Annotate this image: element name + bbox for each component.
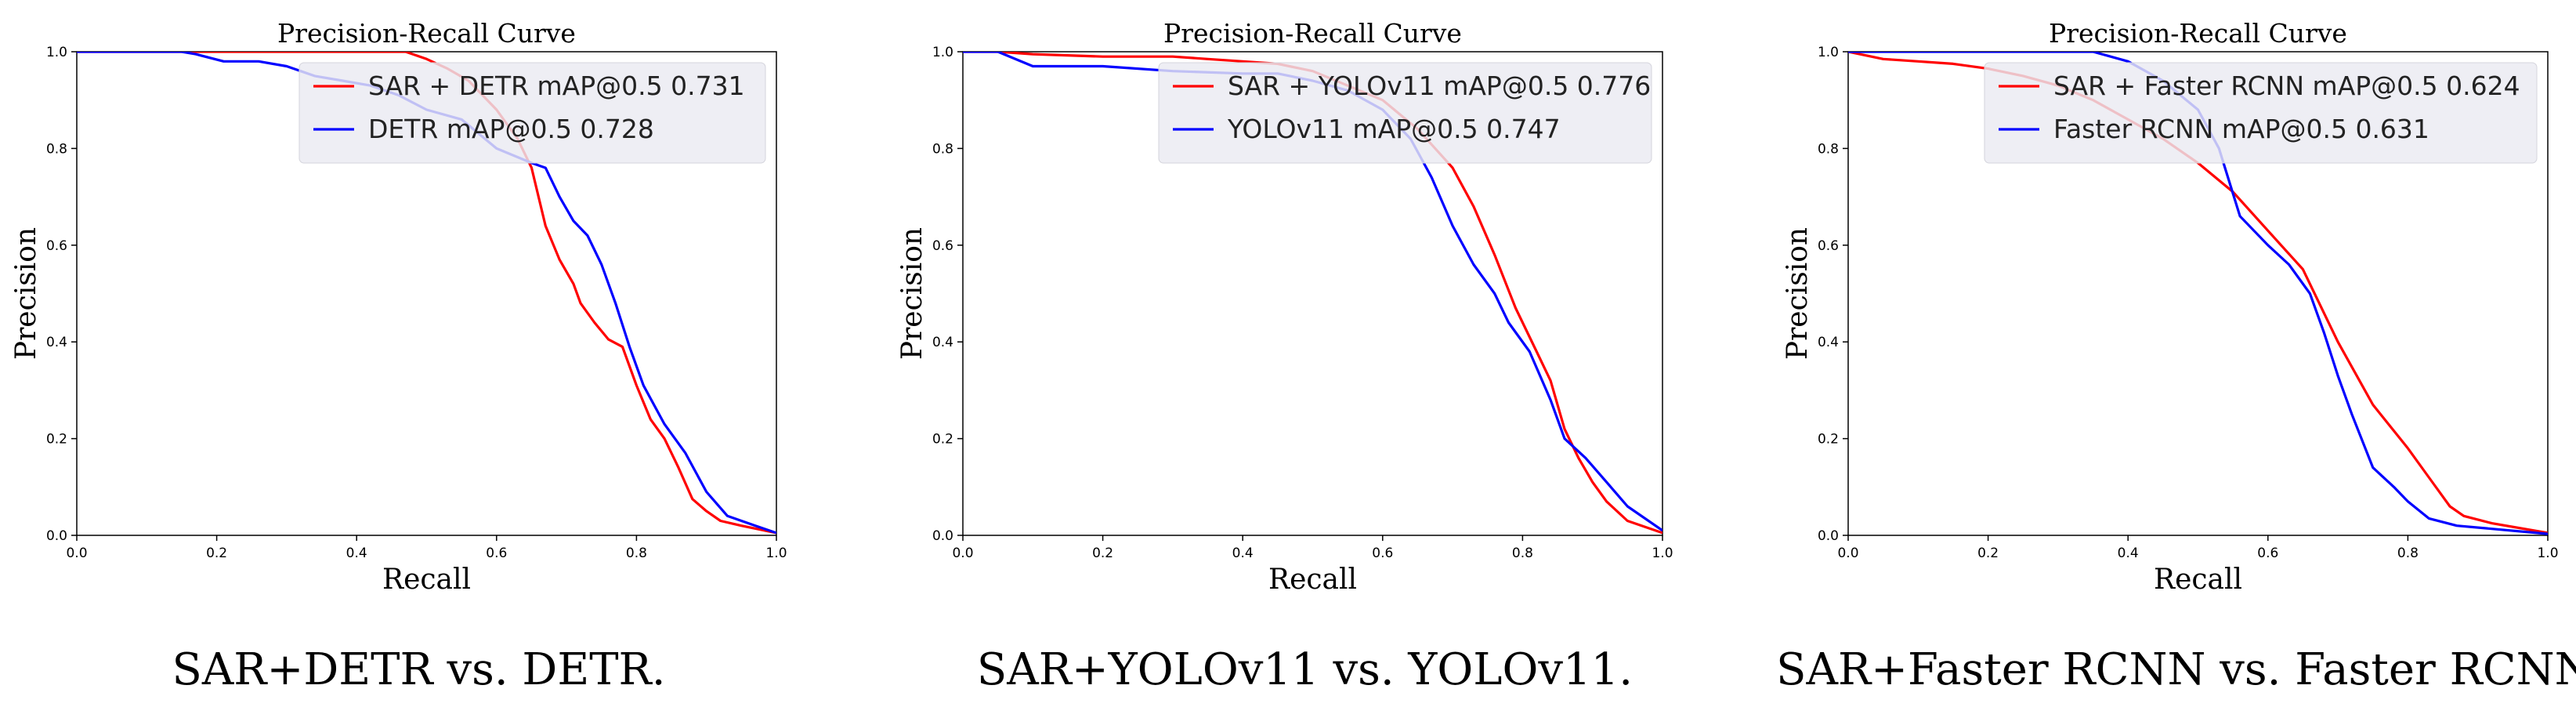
series-line-0 [1848,52,2548,535]
legend-box [1158,62,1652,164]
figure-caption: SAR+Faster RCNN vs. Faster RCNN. [1776,644,2576,695]
y-axis-label: Precision [1782,227,1814,360]
legend-label-0: SAR + YOLOv11 mAP@0.5 0.776 [1228,71,1651,101]
y-tick-label: 0.2 [932,432,953,448]
x-tick-label: 0.2 [206,546,227,561]
x-tick-label: 0.4 [346,546,367,561]
legend-label-0: SAR + Faster RCNN mAP@0.5 0.624 [2053,71,2520,101]
legend-box [298,62,766,164]
y-tick-label: 0.2 [1818,432,1839,448]
legend: SAR + DETR mAP@0.5 0.731 DETR mAP@0.5 0.7… [298,62,766,164]
y-tick-label: 0.6 [932,238,953,254]
y-axis-label: Precision [10,227,42,360]
legend: SAR + Faster RCNN mAP@0.5 0.624 Faster RC… [1984,62,2538,164]
y-tick-label: 0.4 [932,335,953,350]
x-axis-label: Recall [2154,564,2242,596]
chart-panel-2: Precision-Recall Curve 0.0 0.2 0.4 0.6 0.8 1.0… [1776,18,2576,695]
x-tick-label: 0.0 [952,546,973,561]
x-axis-label: Recall [382,564,471,596]
x-tick-label: 0.2 [1977,546,1999,561]
series-line-1 [77,52,776,535]
x-tick-label: 1.0 [765,546,787,561]
x-tick-label: 1.0 [1652,546,1673,561]
x-tick-label: 0.6 [1372,546,1393,561]
y-tick-label: 0.8 [46,141,67,157]
y-tick-label: 1.0 [932,45,953,60]
chart-panel-1: Precision-Recall Curve 0.0 0.2 0.4 0.6 0.8 1.0… [896,18,1673,695]
x-axis-label: Recall [1268,564,1357,596]
legend-box [1984,62,2538,164]
figure-caption: SAR+YOLOv11 vs. YOLOv11. [977,644,1633,695]
series-line-1 [1848,52,2548,535]
series-line-1 [963,52,1662,532]
y-tick-label: 0.4 [1818,335,1839,350]
chart-title: Precision-Recall Curve [277,18,576,49]
y-tick-label: 0.6 [1818,238,1839,254]
x-tick-label: 0.4 [1232,546,1254,561]
y-tick-label: 1.0 [46,45,67,60]
chart-title: Precision-Recall Curve [2049,18,2347,49]
x-tick-label: 0.4 [2118,546,2139,561]
x-tick-label: 0.8 [626,546,647,561]
legend-label-1: YOLOv11 mAP@0.5 0.747 [1227,114,1561,144]
y-tick-label: 0.6 [46,238,67,254]
y-tick-label: 0.0 [1818,528,1839,544]
x-tick-label: 0.2 [1092,546,1113,561]
legend: SAR + YOLOv11 mAP@0.5 0.776 YOLOv11 mAP@0… [1158,62,1652,164]
y-tick-label: 0.4 [46,335,67,350]
figure-caption: SAR+DETR vs. DETR. [172,644,665,695]
y-tick-label: 0.8 [932,141,953,157]
legend-label-1: DETR mAP@0.5 0.728 [368,114,654,144]
y-tick-label: 0.2 [46,432,67,448]
x-tick-label: 0.8 [1512,546,1533,561]
x-tick-label: 0.6 [2257,546,2278,561]
legend-label-1: Faster RCNN mAP@0.5 0.631 [2053,114,2429,144]
y-axis-label: Precision [896,227,928,360]
chart-title: Precision-Recall Curve [1163,18,1462,49]
y-tick-label: 1.0 [1818,45,1839,60]
y-tick-label: 0.0 [46,528,67,544]
y-tick-label: 0.0 [932,528,953,544]
x-tick-label: 0.8 [2397,546,2419,561]
x-tick-label: 0.0 [1837,546,1858,561]
x-tick-label: 1.0 [2537,546,2558,561]
series-line-0 [77,52,776,535]
x-tick-label: 0.0 [66,546,87,561]
x-tick-label: 0.6 [486,546,507,561]
legend-label-0: SAR + DETR mAP@0.5 0.731 [368,71,745,101]
y-tick-label: 0.8 [1818,141,1839,157]
chart-panel-0: Precision-Recall Curve 0.0 0.2 0.4 0.6 0.8 1.0… [10,18,787,695]
